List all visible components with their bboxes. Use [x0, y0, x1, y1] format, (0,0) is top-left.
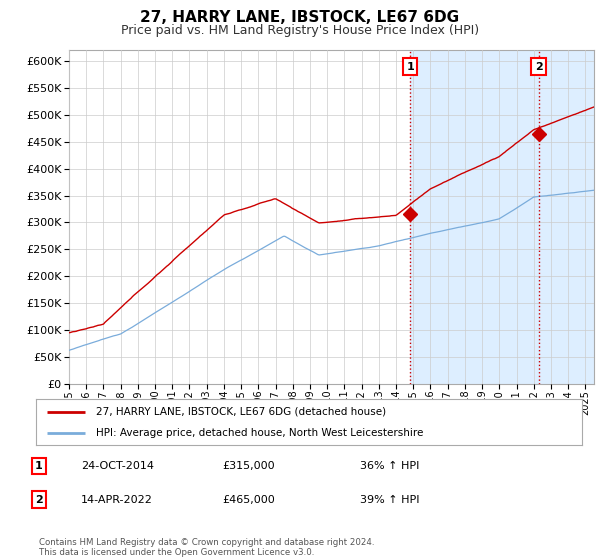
Text: 39% ↑ HPI: 39% ↑ HPI — [360, 494, 419, 505]
Text: Price paid vs. HM Land Registry's House Price Index (HPI): Price paid vs. HM Land Registry's House … — [121, 24, 479, 36]
Bar — [410, 50, 594, 384]
Text: 27, HARRY LANE, IBSTOCK, LE67 6DG: 27, HARRY LANE, IBSTOCK, LE67 6DG — [140, 10, 460, 25]
Text: 27, HARRY LANE, IBSTOCK, LE67 6DG (detached house): 27, HARRY LANE, IBSTOCK, LE67 6DG (detac… — [96, 407, 386, 417]
Text: £315,000: £315,000 — [222, 461, 275, 471]
Text: £465,000: £465,000 — [222, 494, 275, 505]
Text: 14-APR-2022: 14-APR-2022 — [81, 494, 153, 505]
Text: 2: 2 — [535, 62, 542, 72]
Text: 1: 1 — [35, 461, 43, 471]
Text: Contains HM Land Registry data © Crown copyright and database right 2024.
This d: Contains HM Land Registry data © Crown c… — [39, 538, 374, 557]
Text: HPI: Average price, detached house, North West Leicestershire: HPI: Average price, detached house, Nort… — [96, 428, 424, 438]
Text: 2: 2 — [35, 494, 43, 505]
Text: 36% ↑ HPI: 36% ↑ HPI — [360, 461, 419, 471]
Text: 24-OCT-2014: 24-OCT-2014 — [81, 461, 154, 471]
Text: 1: 1 — [406, 62, 414, 72]
